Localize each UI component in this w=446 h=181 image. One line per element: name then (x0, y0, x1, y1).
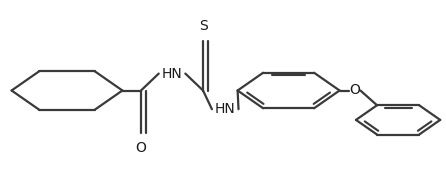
Text: O: O (136, 140, 146, 155)
Text: O: O (349, 83, 360, 98)
Text: HN: HN (161, 67, 182, 81)
Text: S: S (198, 19, 207, 33)
Text: HN: HN (215, 102, 235, 116)
